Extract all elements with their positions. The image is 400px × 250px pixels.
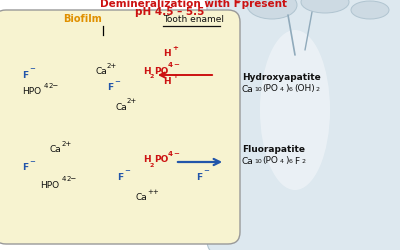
Text: Ca: Ca [242,156,254,166]
Text: 6: 6 [289,87,293,92]
Text: Ca: Ca [50,146,62,154]
Text: −: − [29,159,35,165]
Text: Tooth enamel: Tooth enamel [163,15,224,24]
Text: 2: 2 [316,87,320,92]
Text: ): ) [285,84,288,94]
Text: Demineralization with F: Demineralization with F [100,0,240,9]
Text: −: − [124,168,130,174]
Text: 10: 10 [254,159,262,164]
Text: F: F [294,156,299,166]
Text: −: − [234,0,240,6]
Text: 2: 2 [150,74,154,79]
Text: +: + [172,45,178,51]
Text: F: F [22,70,28,80]
Ellipse shape [247,0,297,19]
Text: F: F [22,164,28,172]
Ellipse shape [260,30,330,190]
Text: F: F [107,84,113,92]
Text: F: F [117,172,123,182]
Text: 2+: 2+ [62,141,72,147]
Text: 6: 6 [289,159,293,164]
Ellipse shape [351,1,389,19]
Text: PO: PO [154,156,168,164]
Text: present: present [238,0,287,9]
Text: −: − [173,62,179,68]
Text: Fluorapatite: Fluorapatite [242,146,305,154]
Text: −: − [203,168,209,174]
Text: Ca: Ca [135,194,147,202]
Text: Ca: Ca [115,102,127,112]
Text: HPO: HPO [22,88,41,96]
Text: 2+: 2+ [127,98,137,104]
Text: ): ) [285,156,288,166]
Text: −: − [114,79,120,85]
Text: 4: 4 [280,87,284,92]
Text: +: + [172,73,178,79]
Text: −: − [173,151,179,157]
Text: (PO: (PO [262,84,278,94]
Text: Ca: Ca [242,84,254,94]
Text: H: H [163,50,171,58]
Text: (OH): (OH) [294,84,315,94]
Ellipse shape [301,0,349,13]
Text: F: F [196,172,202,182]
Text: Hydroxyapatite: Hydroxyapatite [242,74,321,82]
Text: Biofilm: Biofilm [63,14,101,24]
Text: 2−: 2− [49,83,59,89]
Text: 10: 10 [254,87,262,92]
Text: ++: ++ [147,189,159,195]
Text: −: − [29,66,35,72]
FancyBboxPatch shape [207,0,400,250]
Text: H: H [143,156,151,164]
Text: 2−: 2− [67,176,77,182]
Text: 2: 2 [301,159,305,164]
Text: 4: 4 [168,62,173,68]
Text: 4: 4 [168,151,173,157]
Text: Ca: Ca [95,68,107,76]
Text: PO: PO [154,66,168,76]
Text: pH 4.5 – 5.5: pH 4.5 – 5.5 [135,7,205,17]
Text: (PO: (PO [262,156,278,166]
Text: HPO: HPO [40,180,59,190]
Text: 4: 4 [62,176,66,182]
Text: H: H [143,66,151,76]
Text: 4: 4 [44,83,48,89]
Text: 2+: 2+ [107,63,117,69]
Text: H: H [163,78,171,86]
FancyBboxPatch shape [0,10,240,244]
Text: 2: 2 [150,163,154,168]
Text: 4: 4 [280,159,284,164]
